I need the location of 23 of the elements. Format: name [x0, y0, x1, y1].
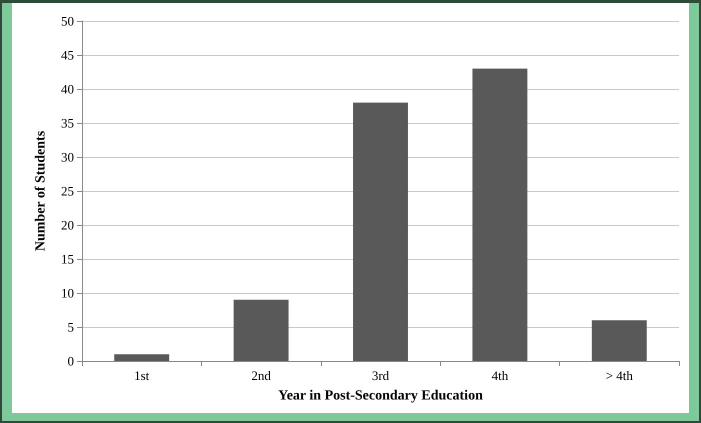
y-axis-title: Number of Students	[34, 130, 48, 252]
y-tick-label: 20	[61, 218, 74, 232]
y-tick-label: 15	[61, 252, 74, 266]
x-tick-label: 2nd	[251, 368, 272, 383]
x-axis-title: Year in Post-Secondary Education	[278, 388, 484, 404]
y-tick-label: 0	[68, 354, 74, 368]
y-tick-label: 50	[61, 14, 74, 28]
x-tick-label: 3rd	[372, 368, 390, 383]
y-tick-label: 40	[61, 82, 74, 96]
x-tick-label: 1st	[134, 368, 150, 383]
y-tick-label: 25	[61, 184, 74, 198]
bar	[234, 300, 289, 361]
x-tick-label: > 4th	[606, 368, 634, 383]
bar	[592, 320, 647, 361]
y-tick-label: 5	[68, 320, 74, 334]
y-tick-label: 10	[61, 286, 74, 300]
y-tick-label: 30	[61, 150, 74, 164]
bar	[353, 102, 408, 361]
y-tick-label: 45	[61, 48, 74, 62]
bar	[114, 354, 170, 361]
x-tick-label: 4th	[492, 368, 509, 383]
bar	[472, 68, 528, 361]
y-tick-label: 35	[61, 116, 74, 130]
